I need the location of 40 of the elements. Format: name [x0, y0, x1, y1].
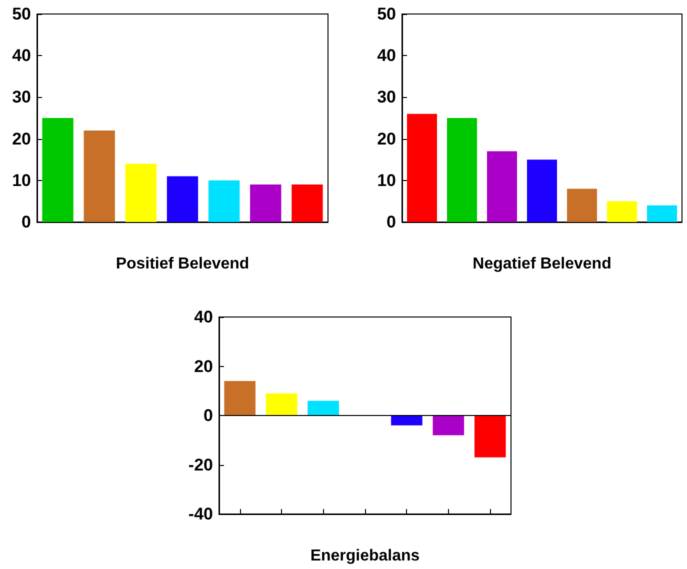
bar	[166, 176, 198, 222]
bar	[474, 416, 506, 458]
bar	[224, 381, 256, 416]
y-tick-label: 30	[377, 88, 396, 107]
bar	[647, 205, 677, 222]
x-axis-title: Energiebalans	[310, 548, 420, 564]
y-tick-label: 0	[204, 406, 213, 425]
y-tick-label: 40	[194, 308, 213, 326]
bar	[487, 151, 517, 222]
y-tick-label: 50	[377, 4, 396, 24]
y-tick-label: 0	[386, 212, 396, 232]
y-tick-label: 10	[12, 170, 31, 190]
bar	[84, 130, 115, 222]
bar	[391, 416, 422, 426]
y-tick-label: 40	[377, 46, 396, 66]
y-tick-label: 30	[12, 88, 31, 107]
bar	[308, 400, 339, 416]
bar	[567, 188, 597, 222]
bar	[432, 416, 464, 436]
y-tick-label: 40	[12, 46, 31, 66]
y-tick-label: -20	[188, 455, 213, 474]
y-tick-label: 20	[12, 129, 31, 148]
bar	[407, 114, 437, 222]
y-tick-label: -40	[188, 504, 213, 524]
bar	[208, 180, 240, 222]
bar	[266, 393, 298, 416]
bar	[292, 184, 323, 222]
bar	[125, 164, 157, 222]
y-tick-label: 10	[377, 170, 396, 190]
y-tick-label: 0	[22, 212, 31, 232]
bar	[447, 118, 477, 222]
y-tick-label: 20	[194, 356, 213, 376]
y-tick-label: 20	[377, 129, 396, 148]
y-tick-label: 50	[12, 4, 31, 24]
bar	[250, 184, 282, 222]
x-axis-title: Positief Belevend	[116, 256, 250, 272]
bar	[607, 201, 637, 222]
x-axis-title: Negatief Belevend	[472, 256, 612, 272]
bar	[42, 118, 74, 222]
bar	[527, 160, 557, 222]
